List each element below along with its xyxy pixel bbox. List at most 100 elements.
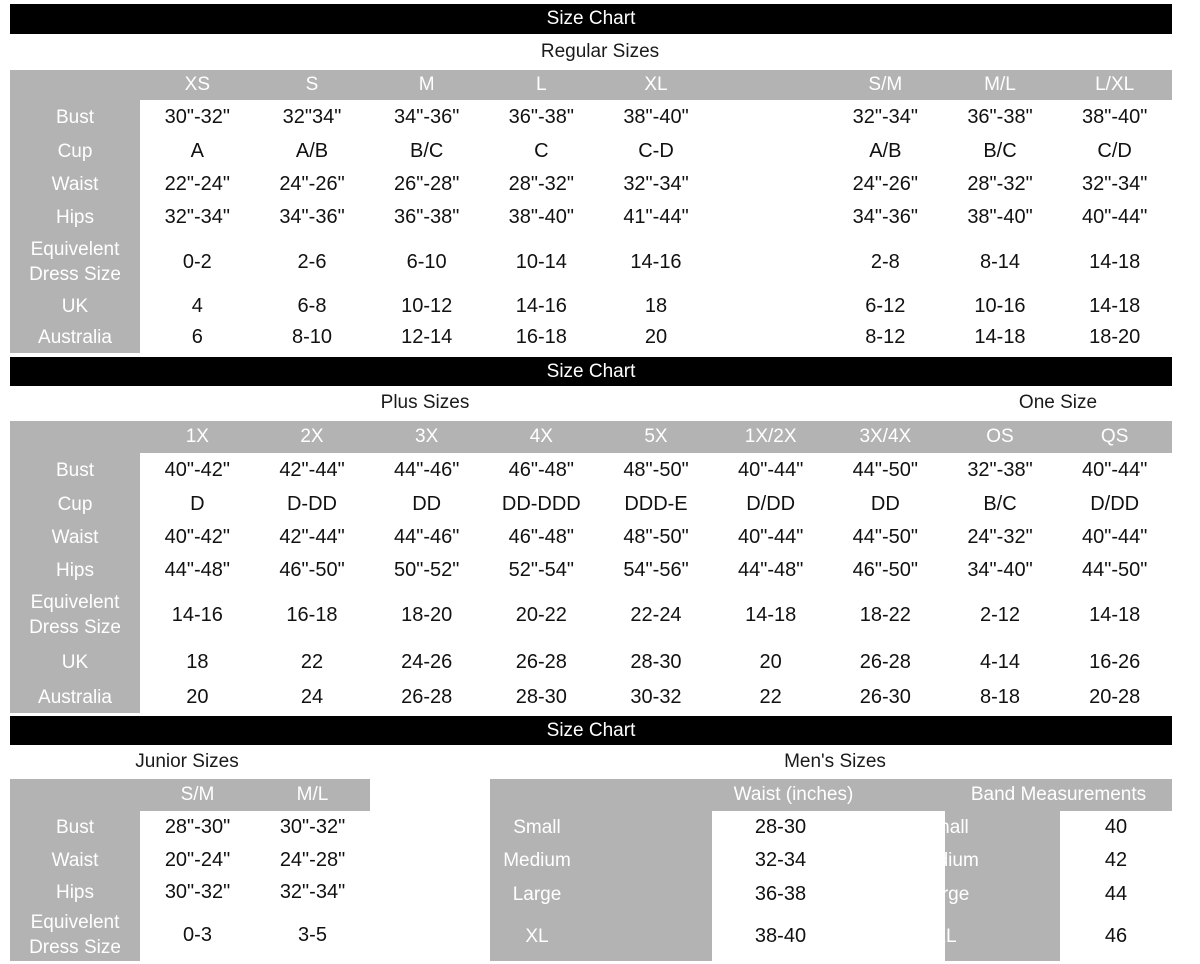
table-cell: 40"-44" <box>713 453 828 488</box>
table-cell: 44"-50" <box>1057 554 1172 587</box>
table-cell: 14-18 <box>1057 587 1172 643</box>
column-header: M <box>369 70 484 100</box>
table-cell: 32"-34" <box>1057 168 1172 201</box>
header-corner <box>490 779 712 811</box>
table-cell: 26"-28" <box>369 168 484 201</box>
table-cell: 14-16 <box>483 290 599 322</box>
table-cell: DD <box>827 488 943 521</box>
table-cell: C-D <box>598 135 714 168</box>
table-cell: 2-6 <box>254 234 370 290</box>
column-header: 1X/2X <box>713 421 828 453</box>
column-header: XL <box>598 70 714 100</box>
table-cell: 0-2 <box>140 234 255 290</box>
table-cell: 32"-34" <box>255 876 370 909</box>
row-label: Cup <box>10 135 140 168</box>
table-cell: C <box>483 135 599 168</box>
table-cell: 0-3 <box>140 909 255 961</box>
table-cell: 10-16 <box>942 290 1058 322</box>
table-cell: 18-22 <box>827 587 943 643</box>
column-header: QS <box>1057 421 1172 453</box>
column-header: S <box>254 70 370 100</box>
table-cell: 34"-36" <box>369 100 484 135</box>
header-corner <box>10 421 140 453</box>
table-cell: 26-28 <box>483 643 599 682</box>
column-header: M/L <box>255 779 370 811</box>
table-cell: 44"-46" <box>369 521 484 554</box>
band-size-label: Large <box>921 877 1073 911</box>
table-cell: 50"-52" <box>369 554 484 587</box>
table-cell: 30"-32" <box>140 100 255 135</box>
table-cell: 20-22 <box>483 587 599 643</box>
table-cell: 38"-40" <box>483 201 599 234</box>
table-cell: 48"-50" <box>598 521 714 554</box>
size-chart-bar: Size Chart <box>10 4 1172 34</box>
size-chart-bar-title: Size Chart <box>546 719 636 741</box>
table-cell: 48"-50" <box>598 453 714 488</box>
plus-sizes-table: 1X 2X 3X 4X 5X 1X/2X 3X/4X OS QS Bust 40"-42" 42"-4… <box>10 421 1172 713</box>
column-header: L <box>483 70 599 100</box>
table-cell <box>713 201 828 234</box>
row-label: Bust <box>10 811 140 844</box>
table-cell: C/D <box>1057 135 1172 168</box>
table-cell: 14-16 <box>598 234 714 290</box>
table-cell: A <box>140 135 255 168</box>
band-value-cell: 44 <box>1060 877 1172 911</box>
table-cell: B/C <box>942 488 1058 521</box>
waist-value-cell: 32-34 <box>712 844 945 877</box>
table-cell: 46"-48" <box>483 521 599 554</box>
table-cell: 4 <box>140 290 255 322</box>
table-cell: 16-26 <box>1057 643 1172 682</box>
table-cell <box>713 100 828 135</box>
table-cell: 8-10 <box>254 322 370 353</box>
row-label: Australia <box>10 682 140 713</box>
table-cell: A/B <box>254 135 370 168</box>
size-chart-bar: Size Chart <box>10 716 1172 745</box>
band-value-cell: 40 <box>1060 811 1172 844</box>
table-cell: 44"-50" <box>827 453 943 488</box>
table-cell: 18-20 <box>1057 322 1172 353</box>
table-cell: 20 <box>598 322 714 353</box>
table-cell: 24 <box>254 682 370 713</box>
junior-sizes-heading: Junior Sizes <box>135 751 239 772</box>
column-header: XS <box>140 70 255 100</box>
table-cell: 32"-34" <box>827 100 943 135</box>
table-cell: 24"-32" <box>942 521 1058 554</box>
table-cell: 18-20 <box>369 587 484 643</box>
band-value-cell: 42 <box>1060 844 1172 877</box>
table-cell: 20"-24" <box>140 844 255 876</box>
table-cell: 28"-32" <box>483 168 599 201</box>
table-cell <box>713 322 828 353</box>
table-cell: 20-28 <box>1057 682 1172 713</box>
table-cell: 14-18 <box>942 322 1058 353</box>
row-label: Hips <box>10 554 140 587</box>
row-label: Waist <box>10 521 140 554</box>
table-cell: 10-14 <box>483 234 599 290</box>
table-cell: 44"-50" <box>827 521 943 554</box>
row-label: Bust <box>10 453 140 488</box>
row-label: Hips <box>10 876 140 909</box>
table-cell: 16-18 <box>483 322 599 353</box>
table-cell: 24"-28" <box>255 844 370 876</box>
row-label: Cup <box>10 488 140 521</box>
table-cell: 41"-44" <box>598 201 714 234</box>
table-cell: DD-DDD <box>483 488 599 521</box>
table-cell: 40"-44" <box>1057 521 1172 554</box>
table-cell: 24-26 <box>369 643 484 682</box>
table-cell: 8-12 <box>827 322 943 353</box>
column-header: M/L <box>942 70 1058 100</box>
band-size-label: XL <box>933 911 1073 961</box>
column-header: 3X/4X <box>827 421 943 453</box>
table-cell: 40"-42" <box>140 521 255 554</box>
table-cell: 32"34" <box>254 100 370 135</box>
mens-size-label: Large <box>490 877 712 911</box>
table-cell: 20 <box>713 643 828 682</box>
table-cell: 36"-38" <box>369 201 484 234</box>
plus-sizes-heading: Plus Sizes <box>380 392 470 413</box>
table-cell: 6-12 <box>827 290 943 322</box>
regular-sizes-heading-label: Regular Sizes <box>540 41 660 62</box>
mens-sizes-heading: Men's Sizes <box>784 751 886 772</box>
header-corner <box>10 70 140 100</box>
mens-size-label: Small <box>490 811 712 844</box>
table-cell: 40"-44" <box>1057 201 1172 234</box>
column-header: 5X <box>598 421 714 453</box>
